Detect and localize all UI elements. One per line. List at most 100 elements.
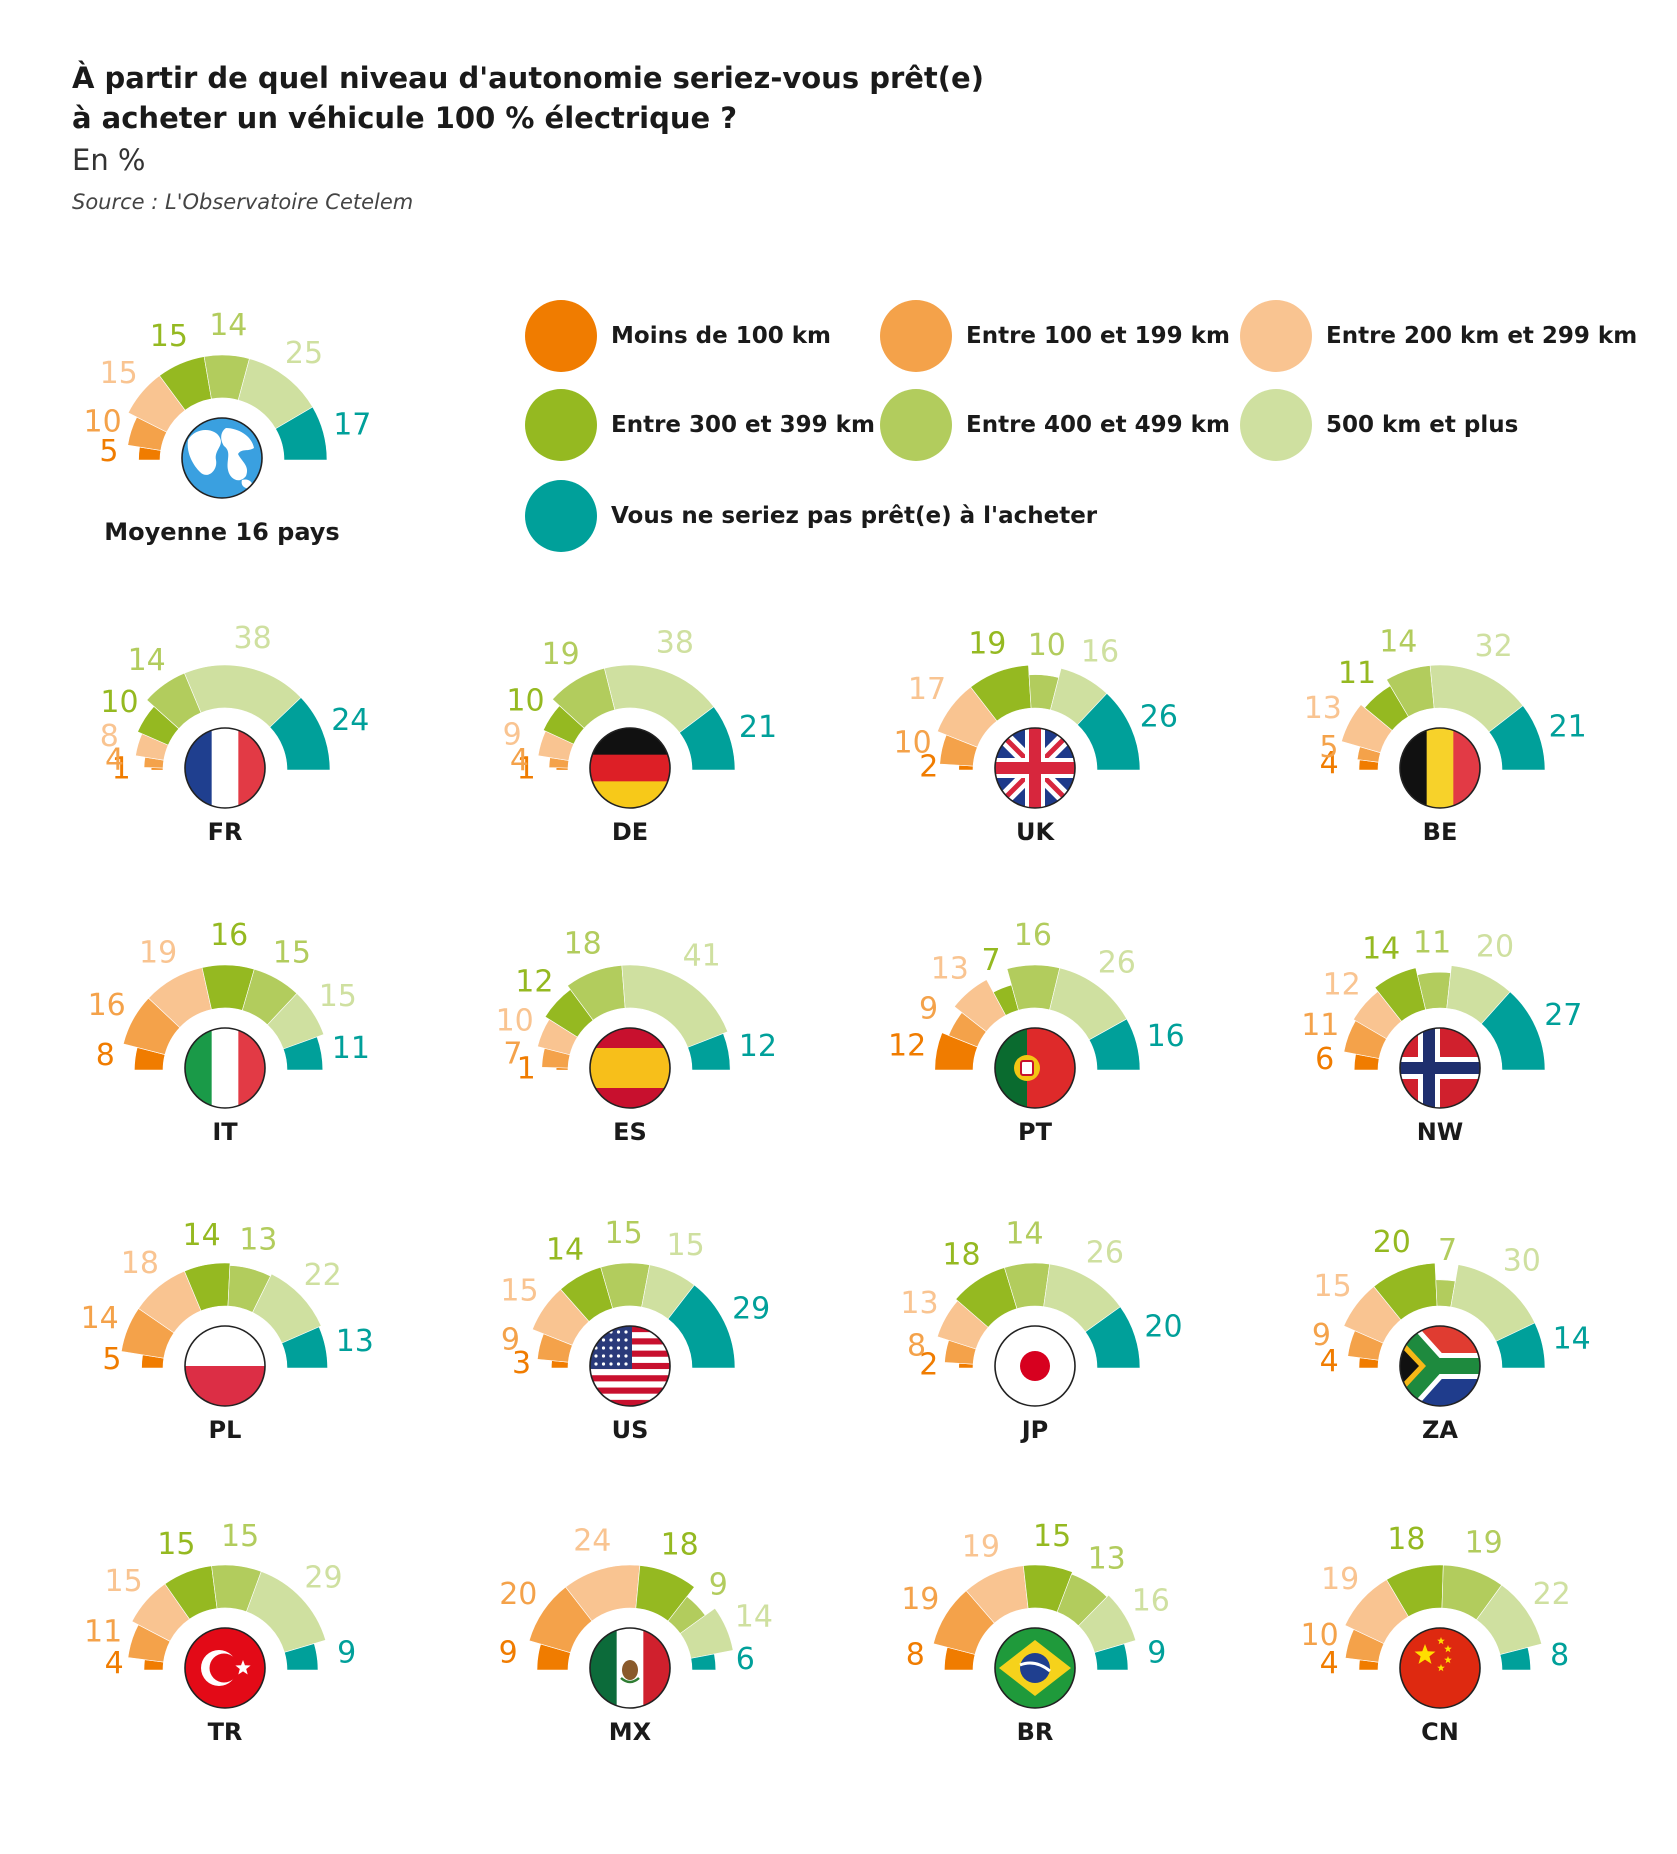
data-label: 9 xyxy=(919,992,938,1027)
germany-flag-icon xyxy=(589,727,671,809)
data-label: 7 xyxy=(1438,1233,1457,1268)
gauge-segment xyxy=(252,1273,322,1344)
data-label: 14 xyxy=(81,1301,119,1336)
france-flag-icon xyxy=(184,727,266,809)
data-label: 14 xyxy=(209,308,247,343)
poland-flag-icon xyxy=(184,1325,266,1407)
gauge-label: MX xyxy=(608,1718,652,1746)
legend-swatch xyxy=(525,480,597,552)
data-label: 24 xyxy=(573,1523,611,1558)
data-label: 7 xyxy=(982,943,1001,978)
data-label: 38 xyxy=(656,626,694,661)
data-label: 14 xyxy=(546,1233,584,1268)
data-label: 20 xyxy=(1144,1310,1182,1345)
gauge-chart: 411 15 15 15 29 9 xyxy=(84,1519,356,1709)
data-label: 18 xyxy=(661,1528,699,1563)
data-label: 18 xyxy=(564,927,602,962)
gauge-jp: 2 8 13 18 14 26 20 JP xyxy=(865,1158,1205,1448)
gauge-label: JP xyxy=(1021,1416,1049,1444)
gauge-pl: 5 14 18 14 13 22 13 PL xyxy=(55,1158,395,1448)
south-africa-flag-icon xyxy=(1399,1325,1481,1407)
gauge-segment xyxy=(1480,991,1546,1071)
data-label: 10 xyxy=(1028,628,1066,663)
title-line-2: à acheter un véhicule 100 % électrique ? xyxy=(72,101,738,135)
gauge-segment xyxy=(281,1326,328,1369)
legend-item: Entre 300 et 399 km xyxy=(525,389,875,461)
data-label: 32 xyxy=(1475,629,1513,664)
data-label: 29 xyxy=(732,1292,770,1327)
data-label: 19 xyxy=(139,936,177,971)
gauge-cn: 4 10 19 18 19 22 8 CN xyxy=(1270,1460,1610,1750)
data-label: 8 xyxy=(906,1638,925,1673)
data-label: 26 xyxy=(1140,699,1178,734)
spain-flag-icon xyxy=(589,1027,671,1109)
legend-item: Vous ne seriez pas prêt(e) à l'acheter xyxy=(525,480,1097,552)
usa-flag-icon xyxy=(589,1325,671,1407)
portugal-flag-icon xyxy=(994,1027,1076,1109)
data-label: 4 xyxy=(510,743,529,778)
italy-flag-icon xyxy=(184,1027,266,1109)
gauge-segment xyxy=(269,697,331,771)
data-label: 10 xyxy=(506,684,544,719)
data-label: 13 xyxy=(239,1223,277,1258)
data-label: 12 xyxy=(739,1029,777,1064)
data-label: 20 xyxy=(1373,1225,1411,1260)
norway-flag-icon xyxy=(1399,1027,1481,1109)
legend-label: Vous ne seriez pas prêt(e) à l'acheter xyxy=(611,503,1098,529)
data-label: 21 xyxy=(1549,709,1587,744)
gauge-segment xyxy=(1088,1018,1141,1071)
data-label: 18 xyxy=(121,1246,159,1281)
data-label: 11 xyxy=(1338,656,1376,691)
gauge-average: 5 10 15 15 14 25 17 Moyenne 16 pays xyxy=(52,250,392,546)
gauge-segment xyxy=(690,1653,717,1671)
legend-swatch xyxy=(1240,300,1312,372)
data-label: 15 xyxy=(605,1216,643,1251)
data-label: 8 xyxy=(96,1038,115,1073)
data-label: 4 xyxy=(1320,1344,1339,1379)
legend-item: Entre 400 et 499 km xyxy=(880,389,1230,461)
data-label: 16 xyxy=(1147,1019,1185,1054)
unit-label: En % xyxy=(72,143,146,177)
data-label: 12 xyxy=(888,1028,926,1063)
gauge-chart: 129 13 7 16 26 16 xyxy=(888,918,1185,1109)
belgium-flag-icon xyxy=(1399,727,1481,809)
legend-swatch xyxy=(525,300,597,372)
data-label: 5 xyxy=(99,434,118,469)
data-label: 13 xyxy=(336,1324,374,1359)
japan-flag-icon xyxy=(994,1325,1076,1407)
data-label: 16 xyxy=(210,918,248,953)
data-label: 15 xyxy=(221,1519,259,1554)
data-label: 11 xyxy=(1413,925,1451,960)
gauge-pt: 12 9 13 7 16 26 16 PT xyxy=(865,860,1205,1150)
data-label: 11 xyxy=(84,1615,122,1650)
gauge-segment xyxy=(679,706,736,771)
gauge-label: FR xyxy=(207,818,243,846)
gauge-segment xyxy=(953,979,1007,1033)
data-label: 15 xyxy=(157,1527,195,1562)
gauge-segment xyxy=(970,664,1032,722)
data-label: 14 xyxy=(735,1599,773,1634)
data-label: 15 xyxy=(105,1564,143,1599)
gauge-label: BR xyxy=(1016,1718,1054,1746)
title-line-1: À partir de quel niveau d'autonomie seri… xyxy=(72,61,984,95)
data-label: 18 xyxy=(1387,1522,1425,1557)
legend-label: 500 km et plus xyxy=(1326,412,1519,438)
data-label: 13 xyxy=(1088,1541,1126,1576)
data-label: 9 xyxy=(499,1636,518,1671)
data-label: 17 xyxy=(333,408,371,443)
legend-item: Entre 200 km et 299 km xyxy=(1240,300,1637,372)
data-label: 19 xyxy=(1321,1562,1359,1597)
gauge-chart: 410 19 18 19 22 8 xyxy=(1301,1522,1571,1709)
gauge-chart: 49 15 20 7 30 14 xyxy=(1312,1225,1591,1407)
data-label: 1 xyxy=(112,751,131,786)
legend-swatch xyxy=(1240,389,1312,461)
data-label: 12 xyxy=(515,965,553,1000)
gauge-label: NW xyxy=(1416,1118,1464,1146)
data-label: 19 xyxy=(962,1529,1000,1564)
gauge-segment xyxy=(687,1033,731,1071)
